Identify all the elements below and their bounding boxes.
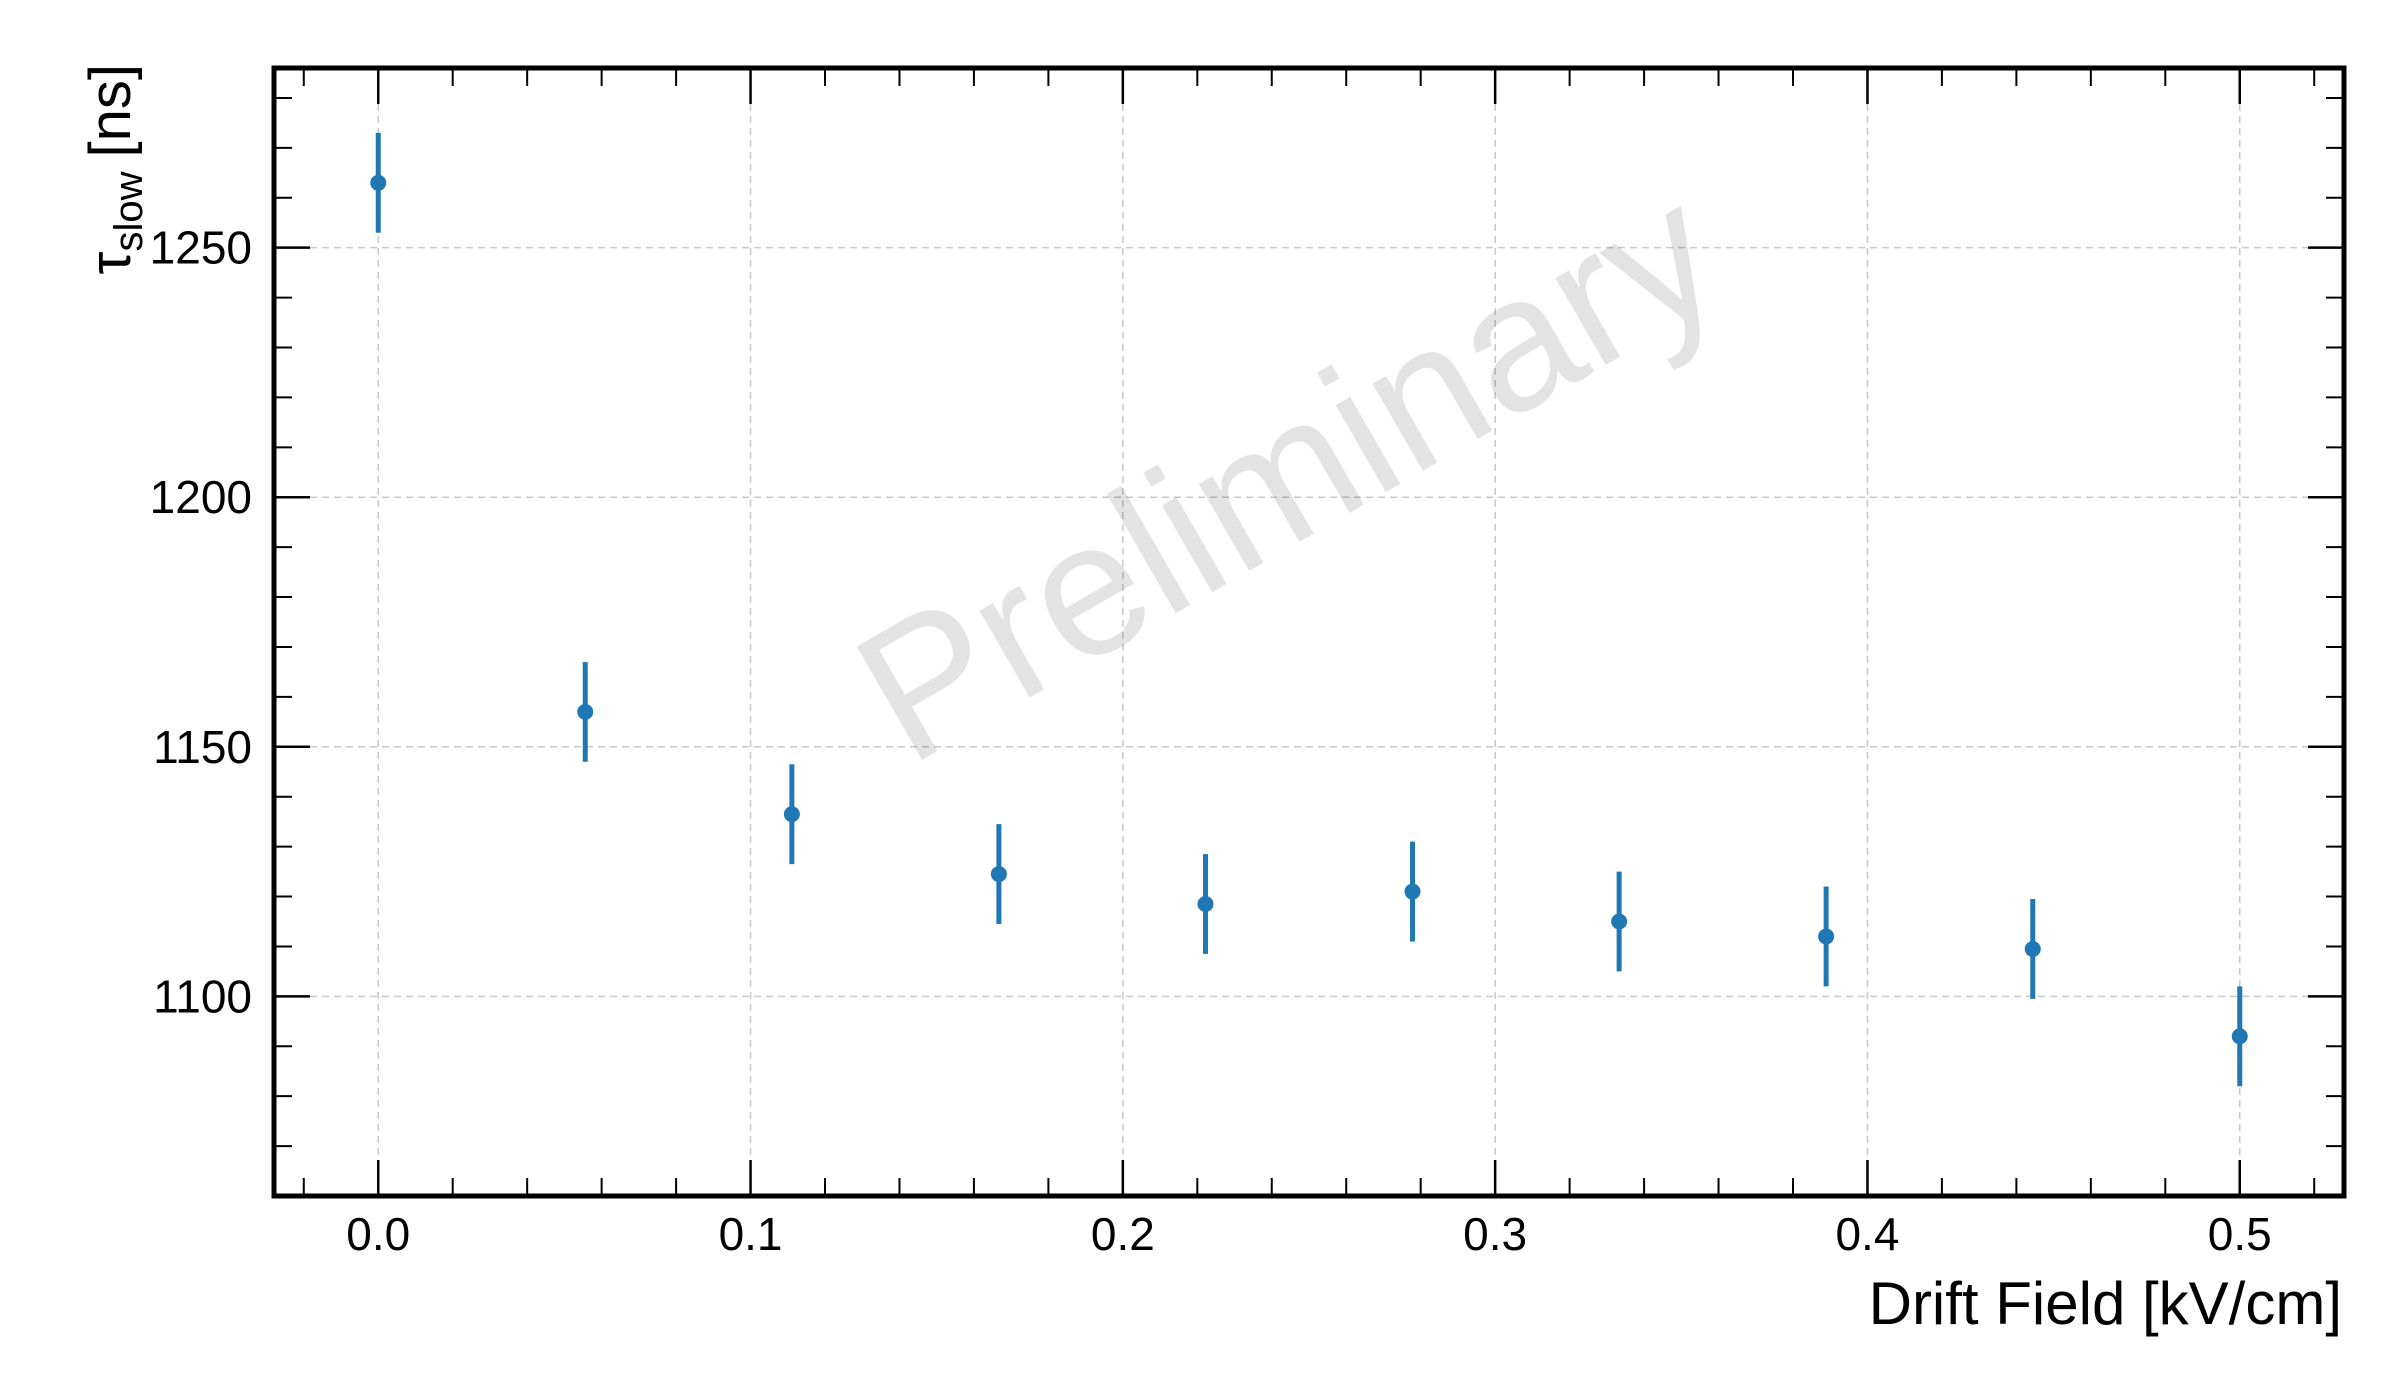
y-tick-labels: 1100 1150 1200 1250 — [150, 222, 252, 1023]
y-axis-symbol: τ — [78, 251, 143, 274]
x-tick-label: 0.0 — [346, 1208, 410, 1260]
grid-lines — [274, 68, 2344, 1196]
x-tick-label: 0.2 — [1091, 1208, 1155, 1260]
x-tick-label: 0.4 — [1835, 1208, 1899, 1260]
y-axis-title: τslow [ns] — [78, 64, 151, 274]
data-series — [370, 132, 2248, 1087]
data-point — [577, 703, 594, 720]
data-point — [783, 806, 800, 823]
data-point — [990, 866, 1007, 883]
x-tick-label: 0.3 — [1463, 1208, 1527, 1260]
watermark-text: Preliminary — [823, 144, 1752, 803]
data-point — [2024, 940, 2041, 957]
data-point — [1611, 913, 1628, 930]
x-tick-label: 0.1 — [719, 1208, 783, 1260]
y-axis-unit: [ns] — [78, 64, 143, 158]
data-point — [1197, 896, 1214, 913]
plot-frame — [271, 65, 2347, 1199]
data-point — [2231, 1028, 2248, 1045]
y-axis-subscript: slow — [107, 171, 151, 251]
x-tick-labels: 0.0 0.1 0.2 0.3 0.4 0.5 — [346, 1208, 2271, 1260]
axis-ticks — [274, 68, 2344, 1197]
y-tick-label: 1200 — [150, 471, 252, 523]
data-point — [1404, 883, 1421, 900]
data-point — [370, 174, 387, 191]
y-tick-label: 1100 — [153, 970, 252, 1022]
data-point — [1818, 928, 1835, 945]
x-axis-title: Drift Field [kV/cm] — [1869, 1270, 2342, 1337]
x-tick-label: 0.5 — [2208, 1208, 2272, 1260]
y-tick-label: 1250 — [150, 222, 252, 274]
y-tick-label: 1150 — [153, 721, 252, 773]
